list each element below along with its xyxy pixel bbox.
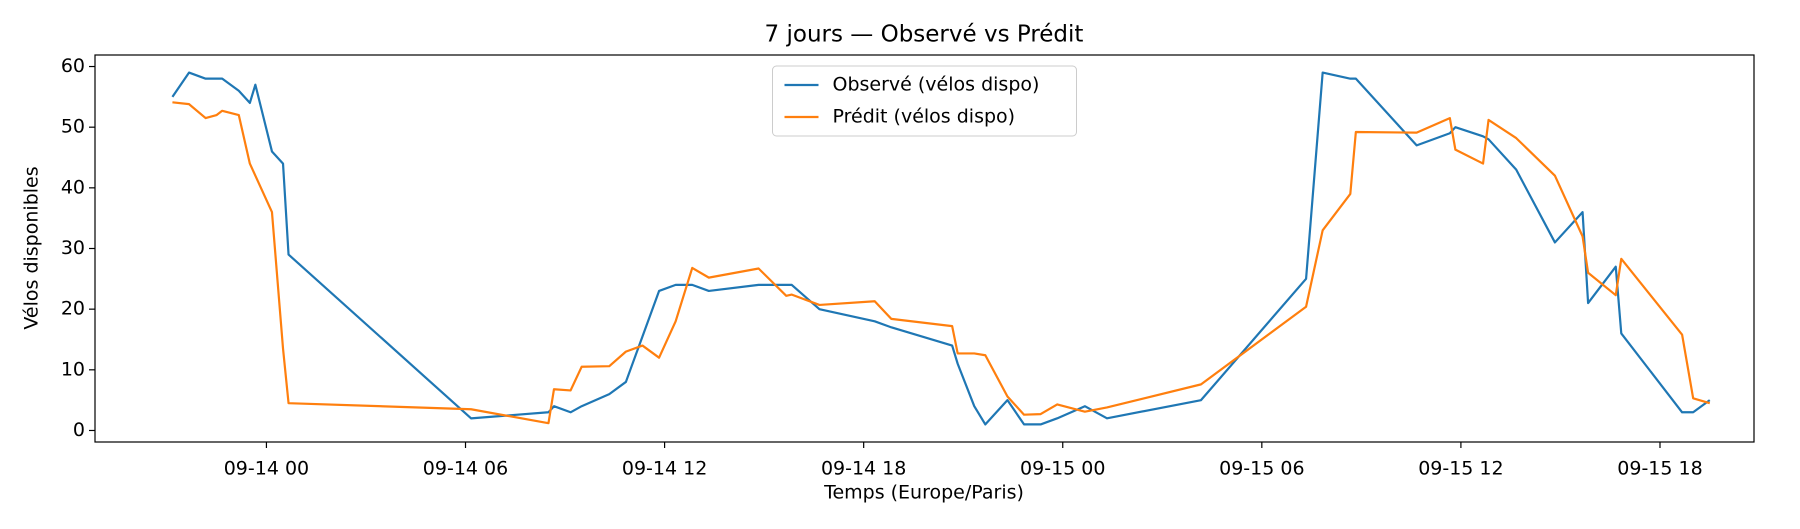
x-tick-label: 09-15 12 xyxy=(1418,458,1503,480)
legend-label: Observé (vélos dispo) xyxy=(833,74,1040,96)
x-tick-label: 09-14 18 xyxy=(821,458,906,480)
y-tick-label: 10 xyxy=(61,358,85,380)
chart-title: 7 jours — Observé vs Prédit xyxy=(765,22,1084,48)
x-tick-label: 09-14 00 xyxy=(224,458,309,480)
y-tick-label: 30 xyxy=(61,237,85,259)
y-tick-label: 40 xyxy=(61,176,85,198)
x-tick-label: 09-14 12 xyxy=(622,458,707,480)
legend-box xyxy=(772,65,1077,137)
x-tick-label: 09-15 00 xyxy=(1020,458,1105,480)
y-tick-label: 60 xyxy=(61,55,85,77)
y-tick-label: 0 xyxy=(73,419,85,441)
y-axis-label: Vélos disponibles xyxy=(21,166,43,329)
series-line xyxy=(172,101,1711,425)
x-axis-label: Temps (Europe/Paris) xyxy=(823,482,1024,504)
x-tick-label: 09-15 18 xyxy=(1617,458,1702,480)
legend: Observé (vélos dispo) Prédit (vélos dispo… xyxy=(772,65,1077,137)
y-tick-label: 50 xyxy=(61,116,85,138)
y-tick-label: 20 xyxy=(61,298,85,320)
plot-frame xyxy=(94,54,1755,443)
x-tick-label: 09-14 06 xyxy=(423,458,508,480)
legend-label: Prédit (vélos dispo) xyxy=(833,106,1016,128)
x-tick-label: 09-15 06 xyxy=(1219,458,1304,480)
